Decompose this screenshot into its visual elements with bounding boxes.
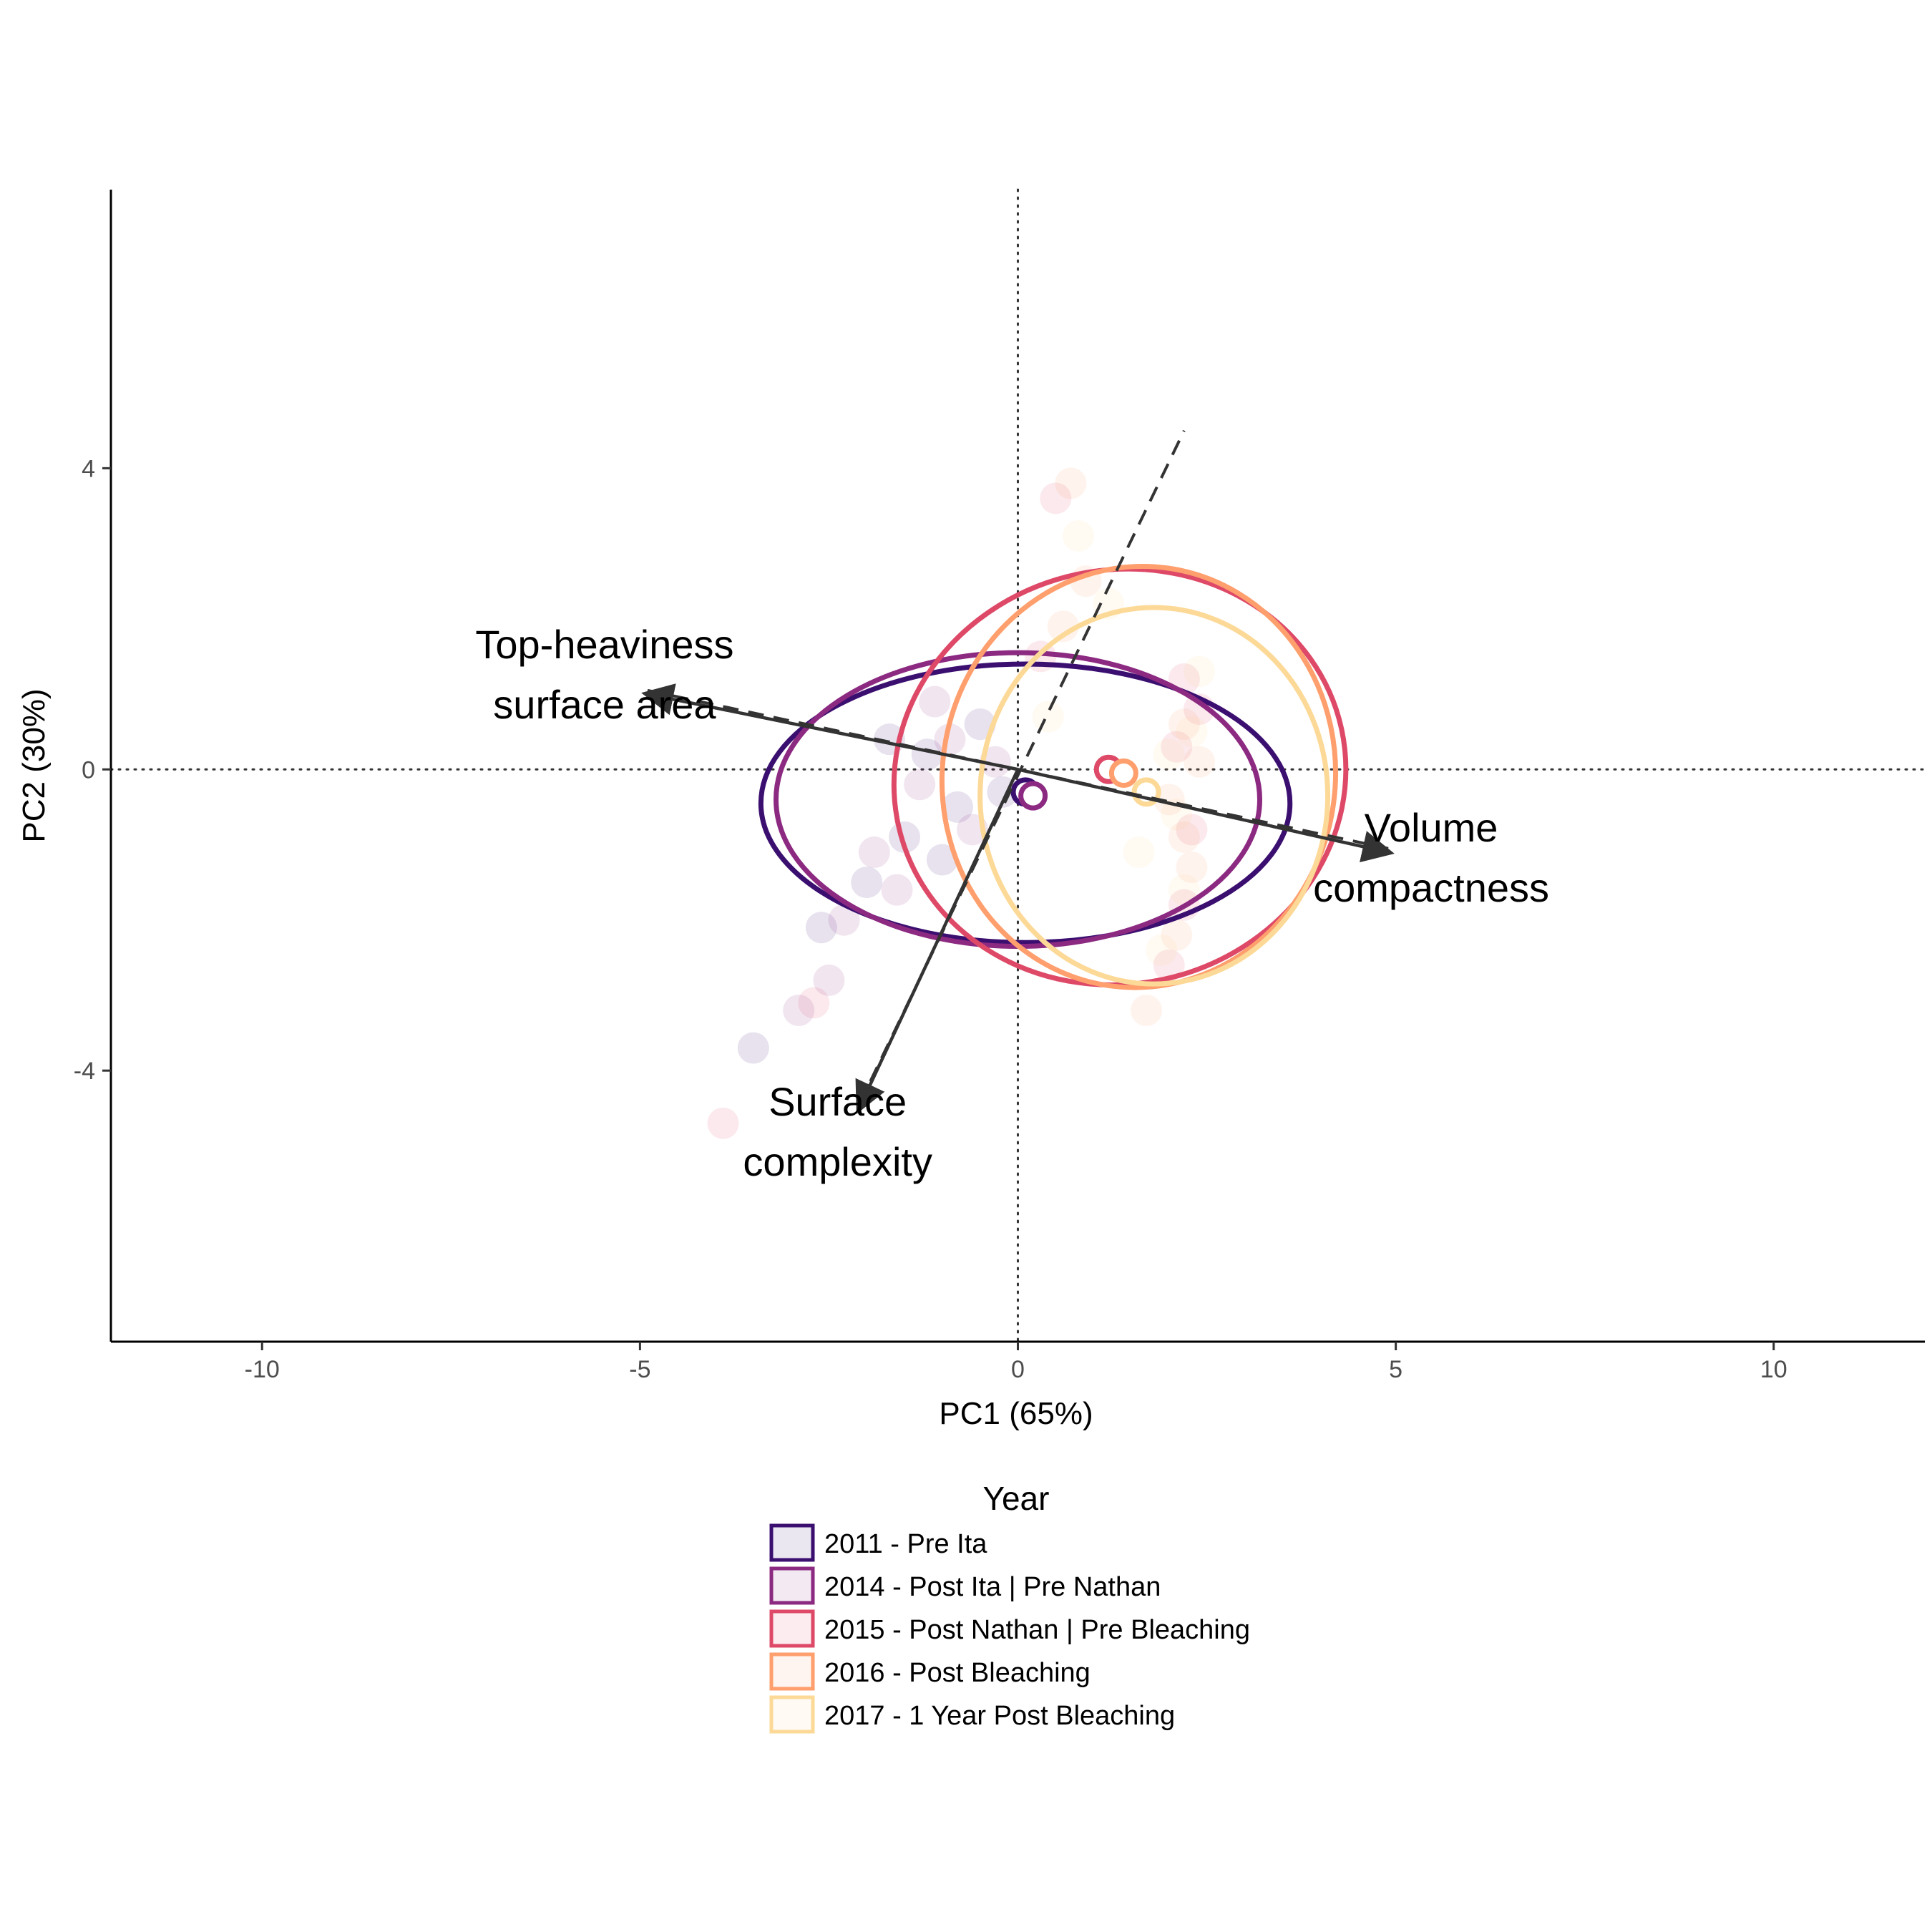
legend-entries: 2011 - Pre Ita 2014 - Post Ita | Pre Nath… (769, 1523, 1250, 1734)
data-point-3-0 (1168, 708, 1200, 741)
ellipse-layer (758, 564, 1349, 990)
x-tick-label-3: 5 (1389, 1356, 1402, 1383)
data-point-0-2 (889, 821, 921, 853)
data-point-4-6 (1184, 655, 1215, 688)
legend-label-1: 2014 - Post Ita | Pre Nathan (824, 1572, 1161, 1602)
confidence-ellipse-3 (939, 564, 1339, 990)
data-point-3-8 (1047, 610, 1079, 643)
data-point-3-2 (1176, 852, 1208, 884)
data-point-2-7 (798, 987, 830, 1019)
data-point-3-7 (1184, 746, 1215, 778)
confidence-ellipse-2 (891, 566, 1349, 987)
y-axis-title: PC2 (30%) (16, 688, 52, 842)
legend-label-3: 2016 - Post Bleaching (824, 1658, 1091, 1688)
loading-arrow-2 (855, 769, 1020, 1114)
loading-arrows: Top-heaviness surface area Volume compactne… (475, 429, 1549, 1184)
dashed-axis-0 (647, 688, 1389, 850)
data-point-4-9 (1123, 836, 1155, 869)
loading-label-0-1: surface area (493, 682, 716, 727)
x-tick-label-2: 0 (1011, 1356, 1025, 1383)
confidence-ellipse-4 (977, 605, 1331, 987)
data-point-0-6 (805, 912, 837, 944)
confidence-ellipse-0 (758, 661, 1293, 945)
data-point-4-7 (1032, 701, 1064, 733)
reference-lines (109, 188, 1926, 1343)
data-point-1-3 (858, 836, 890, 869)
legend-title: Year (983, 1480, 1050, 1517)
data-point-1-9 (813, 964, 845, 996)
data-point-1-7 (979, 746, 1011, 778)
data-point-0-0 (911, 738, 943, 771)
data-point-1-0 (934, 723, 966, 756)
data-point-4-8 (1153, 738, 1185, 771)
loading-label-2-0: Surface (769, 1079, 907, 1124)
data-point-3-9 (1168, 821, 1200, 853)
legend-key-0 (769, 1523, 815, 1562)
legend-label-4: 2017 - 1 Year Post Bleaching (824, 1701, 1175, 1731)
data-point-1-1 (904, 769, 936, 801)
loading-label-0-0: Top-heaviness (475, 622, 733, 667)
legend-label-2: 2015 - Post Nathan | Pre Bleaching (824, 1615, 1250, 1645)
data-point-2-4 (1040, 482, 1072, 514)
legend-label-0: 2011 - Pre Ita (824, 1529, 987, 1559)
tick-labels: -10 -5 0 5 10 -4 0 4 (74, 455, 1787, 1383)
data-point-0-1 (942, 791, 973, 823)
data-point-2-5 (1153, 949, 1185, 981)
loading-arrow-0 (641, 683, 1018, 771)
data-point-3-1 (1153, 784, 1185, 816)
loading-label-1-1: compactness (1313, 865, 1549, 910)
data-point-4-0 (1176, 716, 1208, 748)
legend-key-1 (769, 1566, 815, 1605)
data-point-1-5 (783, 994, 815, 1026)
x-tick-label-4: 10 (1760, 1356, 1787, 1383)
legend-key-2 (769, 1609, 815, 1648)
legend-key-3 (769, 1652, 815, 1691)
loading-label-1-0: Volume (1365, 805, 1498, 850)
data-point-1-6 (919, 686, 951, 718)
data-point-3-3 (1055, 467, 1087, 499)
data-point-0-5 (926, 844, 958, 876)
data-point-4-2 (1168, 874, 1200, 906)
legend: Year 2011 - Pre Ita 2014 - Post Ita | Pre… (769, 1480, 1250, 1734)
data-point-1-4 (828, 904, 860, 936)
data-point-3-5 (1161, 919, 1193, 951)
data-point-2-2 (1176, 814, 1208, 846)
data-point-3-6 (1131, 994, 1163, 1026)
x-tick-label-1: -5 (629, 1356, 650, 1383)
points-layer (707, 467, 1215, 1139)
data-point-2-1 (1161, 731, 1193, 763)
loading-label-2-1: complexity (743, 1139, 932, 1184)
x-axis-title: PC1 (65%) (939, 1396, 1093, 1431)
legend-key-4 (769, 1695, 815, 1734)
y-tick-label-1: 0 (82, 756, 95, 784)
data-point-1-8 (881, 874, 913, 906)
data-point-4-5 (1146, 934, 1178, 966)
data-point-0-3 (851, 867, 883, 899)
dashed-axis-1 (857, 429, 1186, 1106)
y-tick-label-0: -4 (74, 1058, 95, 1085)
centroid-marker-1 (1018, 781, 1048, 811)
data-point-2-6 (707, 1107, 739, 1139)
loading-arrow-1 (1018, 768, 1395, 863)
data-point-0-7 (737, 1032, 769, 1064)
x-tick-label-0: -10 (245, 1356, 280, 1383)
centroid-marker-3 (1108, 758, 1138, 789)
y-tick-label-2: 4 (82, 455, 95, 482)
data-point-4-3 (1063, 520, 1094, 552)
